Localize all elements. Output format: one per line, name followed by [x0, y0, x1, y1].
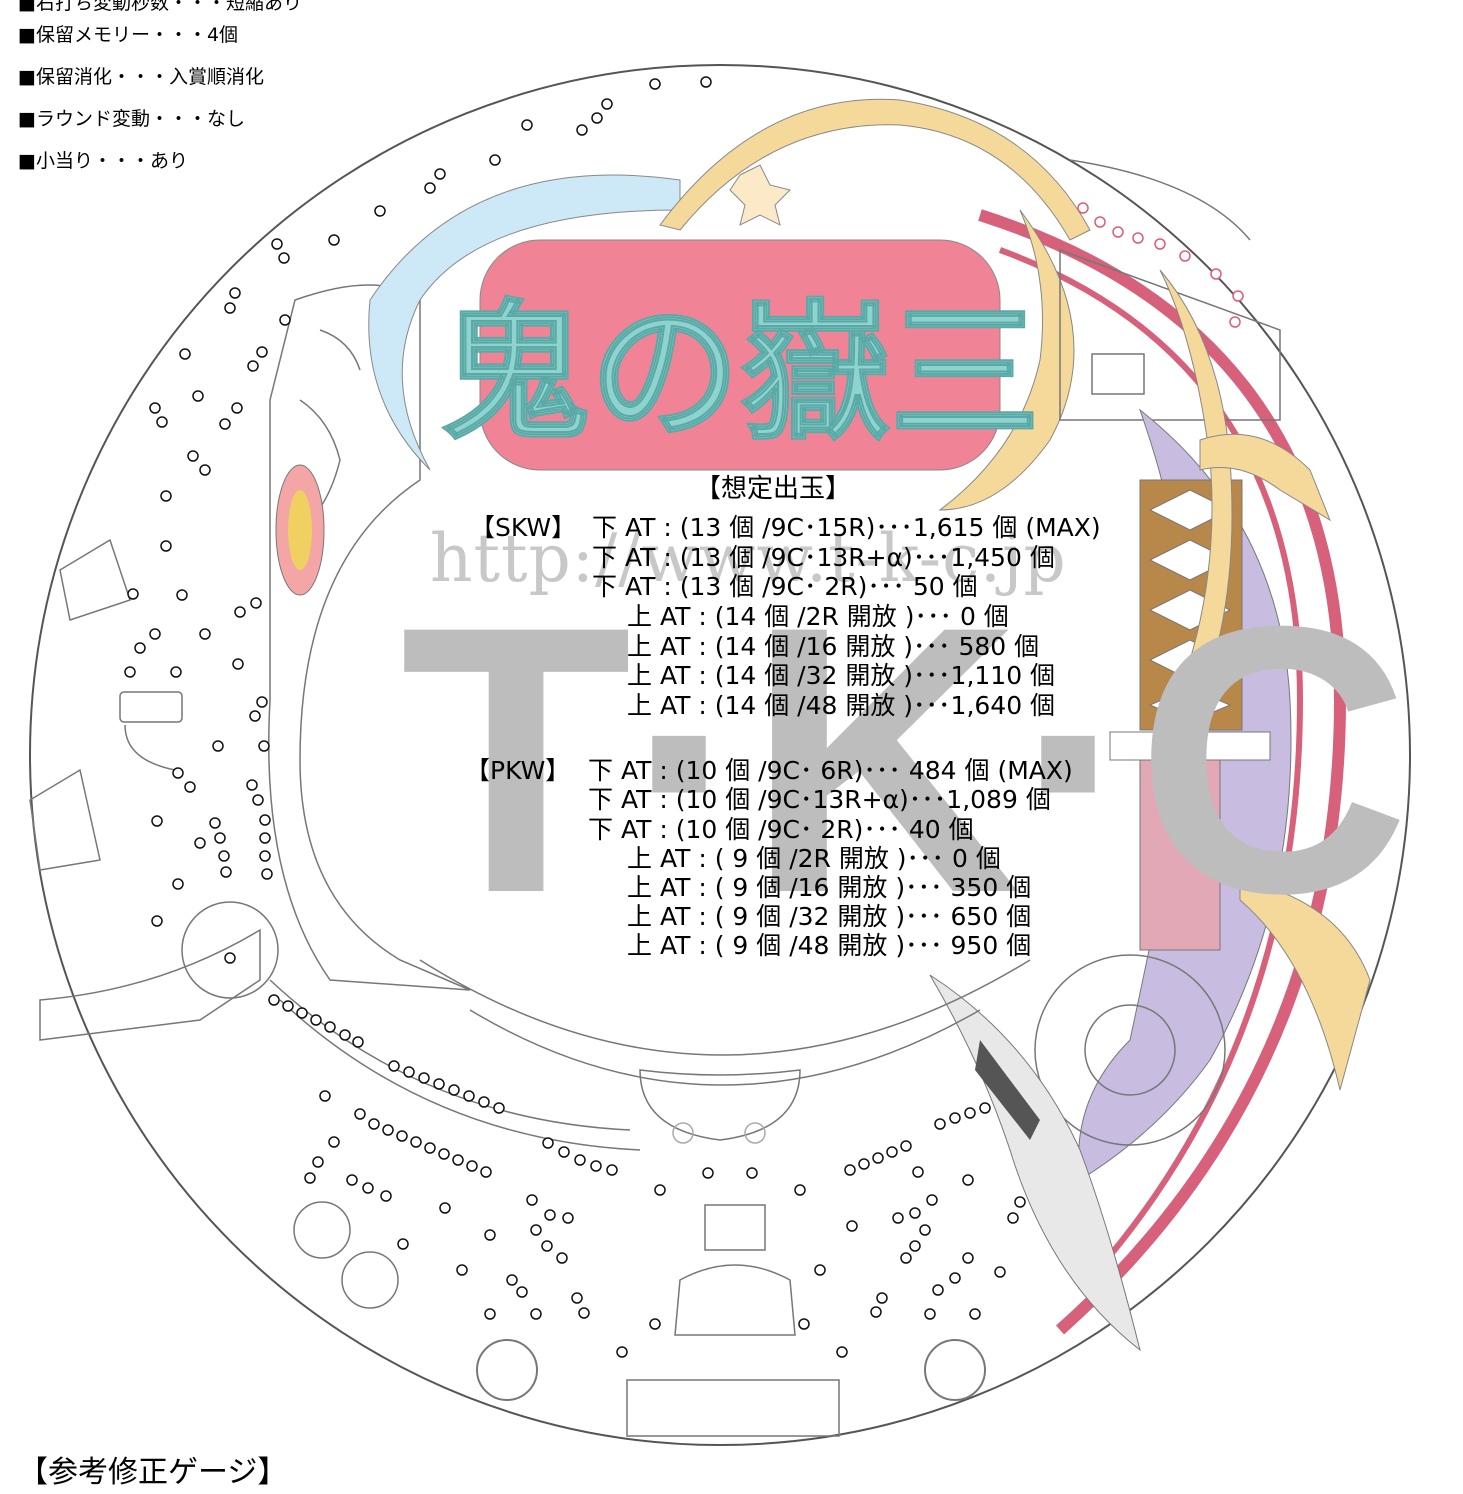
- spec-partial-line: ■右打ち変動秒数・・・短縮あり: [18, 0, 302, 14]
- left-bottom-curve: [269, 979, 641, 1151]
- outflow-row: 上 AT : (14 個 /48 開放 )･･･1,640 個: [627, 691, 1056, 720]
- outflow-row: 上 AT : (14 個 /32 開放 )･･･1,110 個: [627, 661, 1056, 690]
- yellow-arc-inner: [938, 209, 1075, 511]
- stage-arc-inner: [469, 1009, 981, 1086]
- blue-arc: [368, 174, 681, 471]
- grey-blade: [929, 974, 1141, 1352]
- section-label-pkw: 【PKW】: [465, 756, 571, 785]
- yellow-ribbon-1: [1159, 269, 1233, 701]
- board-outline: [29, 64, 1411, 1446]
- colored-lamps: [1077, 202, 1244, 328]
- pink-rail-inner: [998, 247, 1304, 1293]
- left-slope-top: [59, 538, 131, 621]
- outflow-row: 下 AT : (13 個 /9C･15R)･･･1,615 個 (MAX): [592, 513, 1101, 542]
- spec-hold-memory: ■保留メモリー・・・4個: [18, 24, 239, 46]
- left-slope-mid: [29, 768, 101, 871]
- gear-outer: [1034, 954, 1226, 1146]
- outflow-row: 上 AT : (14 個 /2R 開放 )･･･ 0 個: [627, 602, 1009, 631]
- outflow-row: 下 AT : (10 個 /9C･13R+α)･･･1,089 個: [588, 785, 1051, 814]
- spec-round-change: ■ラウンド変動・・・なし: [18, 108, 245, 130]
- lower-left-windmill-a: [293, 1201, 351, 1259]
- logo-text: 鬼の嶽三: [440, 287, 1040, 461]
- outflow-row: 上 AT : ( 9 個 /32 開放 )･･･ 650 個: [627, 902, 1032, 931]
- sword-guard: [1109, 731, 1271, 761]
- stage-arc-outer: [419, 959, 1031, 1056]
- yellow-ribbon-3: [1199, 433, 1332, 522]
- yellow-arc-outer: [659, 98, 1091, 241]
- section-label-skw: 【SKW】: [470, 513, 577, 542]
- outflow-row: 下 AT : (13 個 /9C･13R+α)･･･1,450 個: [592, 543, 1055, 572]
- right-device-frame: [1059, 248, 1281, 421]
- sword-sheath: [1139, 759, 1221, 951]
- reference-gauge-heading: 【参考修正ゲージ】: [18, 1455, 288, 1490]
- cherry-blossom: [729, 164, 791, 226]
- outflow-row: 上 AT : ( 9 個 /16 開放 )･･･ 350 個: [627, 873, 1032, 902]
- sword-diamond-5: [1148, 687, 1232, 723]
- gear-inner: [1084, 1004, 1176, 1096]
- right-upper-lane: [1069, 159, 1251, 241]
- stage-hole-right: [744, 1122, 766, 1144]
- nail-field: [124, 76, 1026, 1358]
- pink-rail: [978, 209, 1347, 1335]
- outflow-row: 上 AT : (14 個 /16 開放 )･･･ 580 個: [627, 632, 1040, 661]
- left-oval-inner: [288, 490, 312, 570]
- yellow-ribbon-2: [1239, 879, 1371, 1091]
- spec-small-hit: ■小当り・・・あり: [18, 150, 188, 172]
- left-lower-rail: [39, 928, 261, 1041]
- watermark-url: http://www.t-k-c.jp: [430, 520, 1067, 597]
- right-window: [1091, 353, 1145, 395]
- outflow-row: 下 AT : (10 個 /9C･ 6R)･･･ 484 個 (MAX): [588, 756, 1073, 785]
- left-warp-curve: [124, 724, 176, 771]
- outflow-row: 下 AT : (10 個 /9C･ 2R)･･･ 40 個: [588, 815, 974, 844]
- attacker-bottom: [626, 1379, 840, 1437]
- left-warp-entry: [119, 691, 183, 723]
- bottom-left-pocket: [476, 1339, 538, 1401]
- watermark-letters: T·K·C: [400, 547, 1410, 972]
- outflow-row: 上 AT : ( 9 個 /48 開放 )･･･ 950 個: [627, 931, 1032, 960]
- stage-hole-left: [672, 1122, 694, 1144]
- outflow-row: 上 AT : ( 9 個 /2R 開放 )･･･ 0 個: [627, 844, 1001, 873]
- lower-left-windmill-b: [341, 1251, 399, 1309]
- left-windmill: [181, 901, 279, 999]
- stage-ledge: [639, 1069, 801, 1141]
- outflow-title: 【想定出玉】: [695, 474, 852, 504]
- logo-backplate: [479, 239, 1001, 471]
- blade-edge: [975, 1040, 1040, 1140]
- outflow-row: 下 AT : (13 個 /9C･ 2R)･･･ 50 個: [592, 572, 978, 601]
- spec-hold-digestion: ■保留消化・・・入賞順消化: [18, 66, 264, 88]
- start-pocket: [674, 1204, 796, 1336]
- bottom-right-pocket: [924, 1339, 986, 1401]
